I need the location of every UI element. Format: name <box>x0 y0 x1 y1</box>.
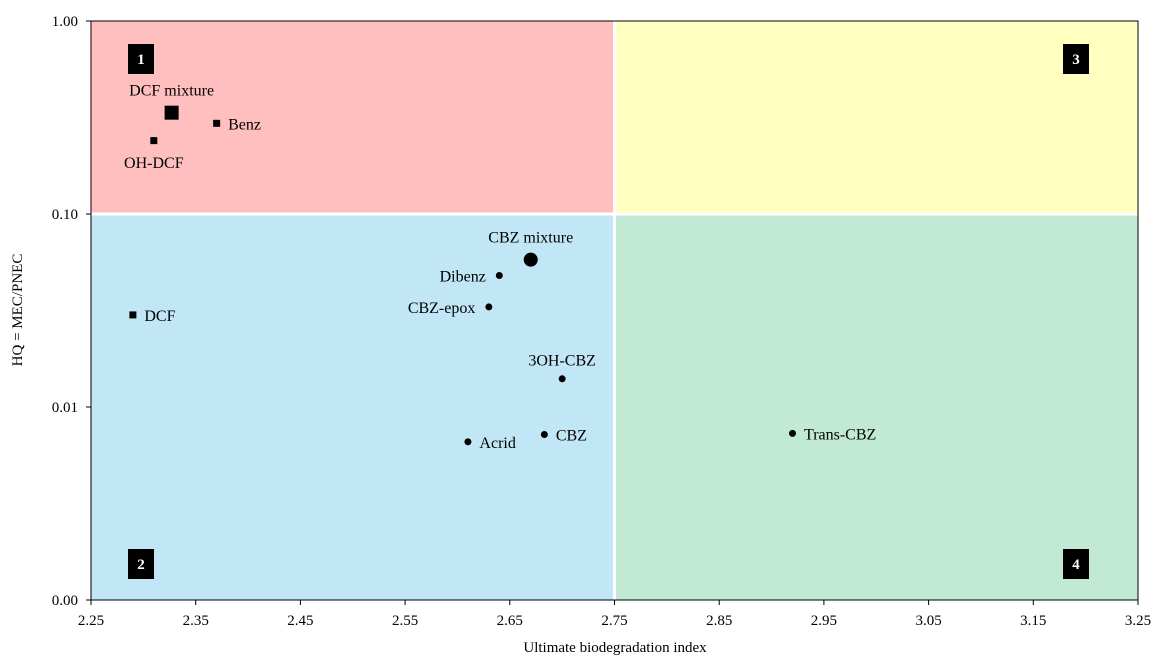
y-axis-ticks: 1.00 0.10 0.01 0.00 <box>52 14 91 609</box>
data-point-label: DCF <box>144 308 175 325</box>
quadrant-2-badge: 2 <box>128 549 154 579</box>
data-point-label: Acrid <box>479 435 515 452</box>
quadrant-4-background <box>614 214 1138 600</box>
quadrant-3-badge: 3 <box>1063 44 1089 74</box>
x-tick-label: 3.05 <box>915 613 941 629</box>
y-tick-label: 0.00 <box>52 593 78 609</box>
x-axis-ticks: 2.25 2.35 2.45 2.55 2.65 2.75 2.85 2.95 3.05 3.15… <box>78 600 1151 629</box>
data-point-marker <box>129 311 137 319</box>
data-point-marker <box>464 438 472 446</box>
data-point-label: CBZ <box>556 428 587 445</box>
quadrant-backgrounds <box>91 21 1138 600</box>
quadrant-number: 4 <box>1072 557 1080 573</box>
x-tick-label: 2.65 <box>497 613 523 629</box>
x-tick-label: 3.25 <box>1125 613 1151 629</box>
quadrant-2-background <box>91 214 615 600</box>
data-point-marker <box>213 119 221 127</box>
data-point-marker <box>523 252 538 267</box>
data-point-label: CBZ mixture <box>488 230 573 247</box>
x-tick-label: 2.75 <box>601 613 627 629</box>
quadrant-badge-box <box>1063 44 1089 74</box>
y-tick-label: 0.10 <box>52 207 78 223</box>
quadrant-number: 3 <box>1072 52 1080 68</box>
data-point-marker <box>150 137 158 145</box>
x-axis-title: Ultimate biodegradation index <box>523 640 707 656</box>
data-point-marker <box>558 375 566 383</box>
x-tick-label: 2.25 <box>78 613 104 629</box>
data-point-label: CBZ-epox <box>408 300 476 317</box>
data-point-label: Dibenz <box>440 269 486 286</box>
data-point-label: DCF mixture <box>129 83 214 100</box>
threshold-dividers <box>91 21 1138 600</box>
data-point-marker <box>540 431 548 439</box>
quadrant-4-badge: 4 <box>1063 549 1089 579</box>
data-point-marker <box>485 303 493 311</box>
quadrant-3-background <box>614 21 1138 214</box>
x-tick-label: 2.95 <box>811 613 837 629</box>
y-axis-title: HQ = MEC/PNEC <box>10 254 26 367</box>
y-tick-label: 0.01 <box>52 400 78 416</box>
data-point-marker <box>788 429 796 437</box>
data-point-label: Benz <box>228 116 261 133</box>
quadrant-numbers: 1 2 3 4 <box>128 44 1089 579</box>
data-point-label: OH-DCF <box>124 155 184 172</box>
quadrant-number: 1 <box>137 52 145 68</box>
data-point-label: 3OH-CBZ <box>528 352 596 369</box>
x-tick-label: 2.85 <box>706 613 732 629</box>
quadrant-badge-box <box>128 549 154 579</box>
y-tick-label: 1.00 <box>52 14 78 30</box>
quadrant-badge-box <box>1063 549 1089 579</box>
quadrant-1-badge: 1 <box>128 44 154 74</box>
x-tick-label: 2.55 <box>392 613 418 629</box>
quadrant-badge-box <box>128 44 154 74</box>
data-point-label: Trans-CBZ <box>804 426 876 443</box>
x-tick-label: 2.35 <box>183 613 209 629</box>
data-point-marker <box>495 272 503 280</box>
x-tick-label: 2.45 <box>287 613 313 629</box>
data-points: DCF mixture Benz OH-DCF DCF CBZ mixture Diben… <box>124 83 876 452</box>
quadrant-number: 2 <box>137 557 145 573</box>
x-tick-label: 3.15 <box>1020 613 1046 629</box>
data-point-marker <box>164 105 179 120</box>
